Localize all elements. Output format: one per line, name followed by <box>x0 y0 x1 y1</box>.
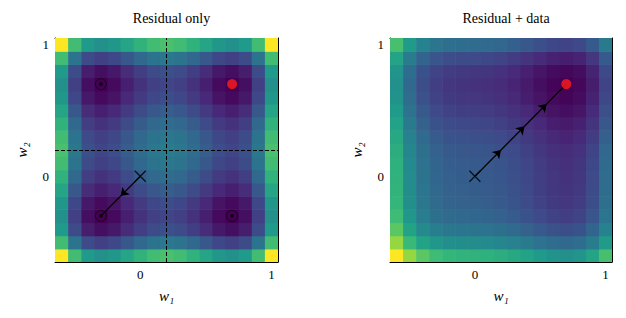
svg-text:w₁: w₁ <box>159 288 174 304</box>
svg-text:1: 1 <box>268 267 275 282</box>
svg-text:w₂: w₂ <box>14 142 30 157</box>
svg-text:w₁: w₁ <box>493 288 508 304</box>
svg-text:w₂: w₂ <box>349 142 365 157</box>
svg-text:0: 0 <box>472 267 479 282</box>
svg-text:Residual + data: Residual + data <box>462 11 550 26</box>
svg-text:1: 1 <box>602 267 609 282</box>
svg-text:0: 0 <box>137 267 144 282</box>
svg-text:0: 0 <box>43 169 50 184</box>
svg-text:Residual only: Residual only <box>133 11 210 26</box>
svg-text:1: 1 <box>43 37 50 52</box>
svg-text:1: 1 <box>378 37 385 52</box>
svg-text:0: 0 <box>378 169 385 184</box>
